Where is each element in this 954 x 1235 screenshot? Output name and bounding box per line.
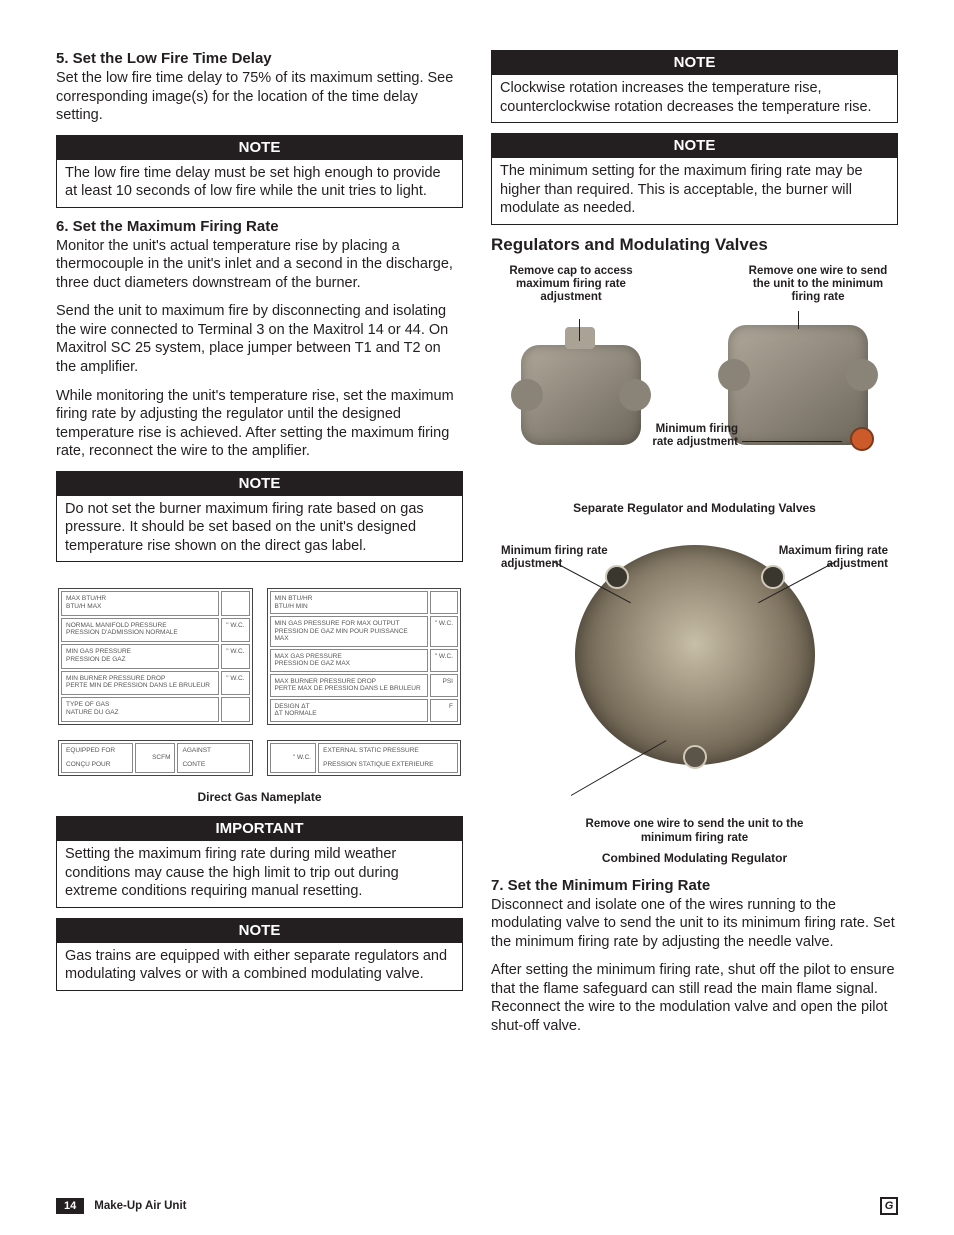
regulator-valve-icon [521, 345, 641, 445]
callout-remove-cap: Remove cap to access maximum firing rate… [501, 265, 641, 305]
note2-header: NOTE [56, 471, 463, 496]
modulating-valve-icon [728, 325, 868, 445]
callout-min-fire-adj: Minimum firing rate adjustment [638, 423, 738, 449]
note4-header: NOTE [491, 50, 898, 75]
note1-header: NOTE [56, 135, 463, 160]
right-column: NOTE Clockwise rotation increases the te… [491, 50, 898, 1046]
note2-body: Do not set the burner maximum firing rat… [56, 496, 463, 563]
combined-regulator-icon [575, 545, 815, 765]
footer-title: Make-Up Air Unit [94, 1200, 186, 1212]
combined-regulator-diagram: Minimum firing rate adjustment Maximum f… [491, 545, 898, 845]
step6-p3: While monitoring the unit's temperature … [56, 387, 463, 461]
combined-caption: Combined Modulating Regulator [491, 851, 898, 865]
step6-p2: Send the unit to maximum fire by disconn… [56, 302, 463, 376]
step5-title: 5. Set the Low Fire Time Delay [56, 50, 463, 67]
step7-p1: Disconnect and isolate one of the wires … [491, 896, 898, 952]
separate-caption: Separate Regulator and Modulating Valves [491, 501, 898, 515]
note4-body: Clockwise rotation increases the tempera… [491, 75, 898, 123]
callout-min-adj: Minimum firing rate adjustment [501, 545, 611, 571]
brand-logo-icon: G [880, 1197, 898, 1215]
separate-valves-diagram: Remove cap to access maximum firing rate… [491, 265, 898, 495]
step5-body: Set the low fire time delay to 75% of it… [56, 69, 463, 125]
regulators-heading: Regulators and Modulating Valves [491, 235, 898, 255]
step7-title: 7. Set the Minimum Firing Rate [491, 877, 898, 894]
callout-max-adj: Maximum firing rate adjustment [778, 545, 888, 571]
left-column: 5. Set the Low Fire Time Delay Set the l… [56, 50, 463, 1046]
callout-remove-wire-combined: Remove one wire to send the unit to the … [565, 818, 825, 844]
note3-body: Gas trains are equipped with either sepa… [56, 943, 463, 991]
nameplate-caption: Direct Gas Nameplate [56, 790, 463, 804]
step6-p1: Monitor the unit's actual temperature ri… [56, 237, 463, 293]
page-number: 14 [56, 1198, 84, 1214]
page-footer: 14 Make-Up Air Unit G [0, 1197, 954, 1215]
step7-p2: After setting the minimum firing rate, s… [491, 961, 898, 1035]
note5-header: NOTE [491, 133, 898, 158]
nameplate-left: MAX BTU/HR BTU/H MAX NORMAL MANIFOLD PRE… [58, 588, 253, 724]
note5-body: The minimum setting for the maximum firi… [491, 158, 898, 225]
note1-body: The low fire time delay must be set high… [56, 160, 463, 208]
important-body: Setting the maximum firing rate during m… [56, 841, 463, 908]
callout-remove-wire: Remove one wire to send the unit to the … [748, 265, 888, 305]
important-header: IMPORTANT [56, 816, 463, 841]
note3-header: NOTE [56, 918, 463, 943]
step6-title: 6. Set the Maximum Firing Rate [56, 218, 463, 235]
nameplate-right: MIN BTU/HR BTU/H MIN MIN GAS PRESSURE FO… [267, 588, 462, 724]
